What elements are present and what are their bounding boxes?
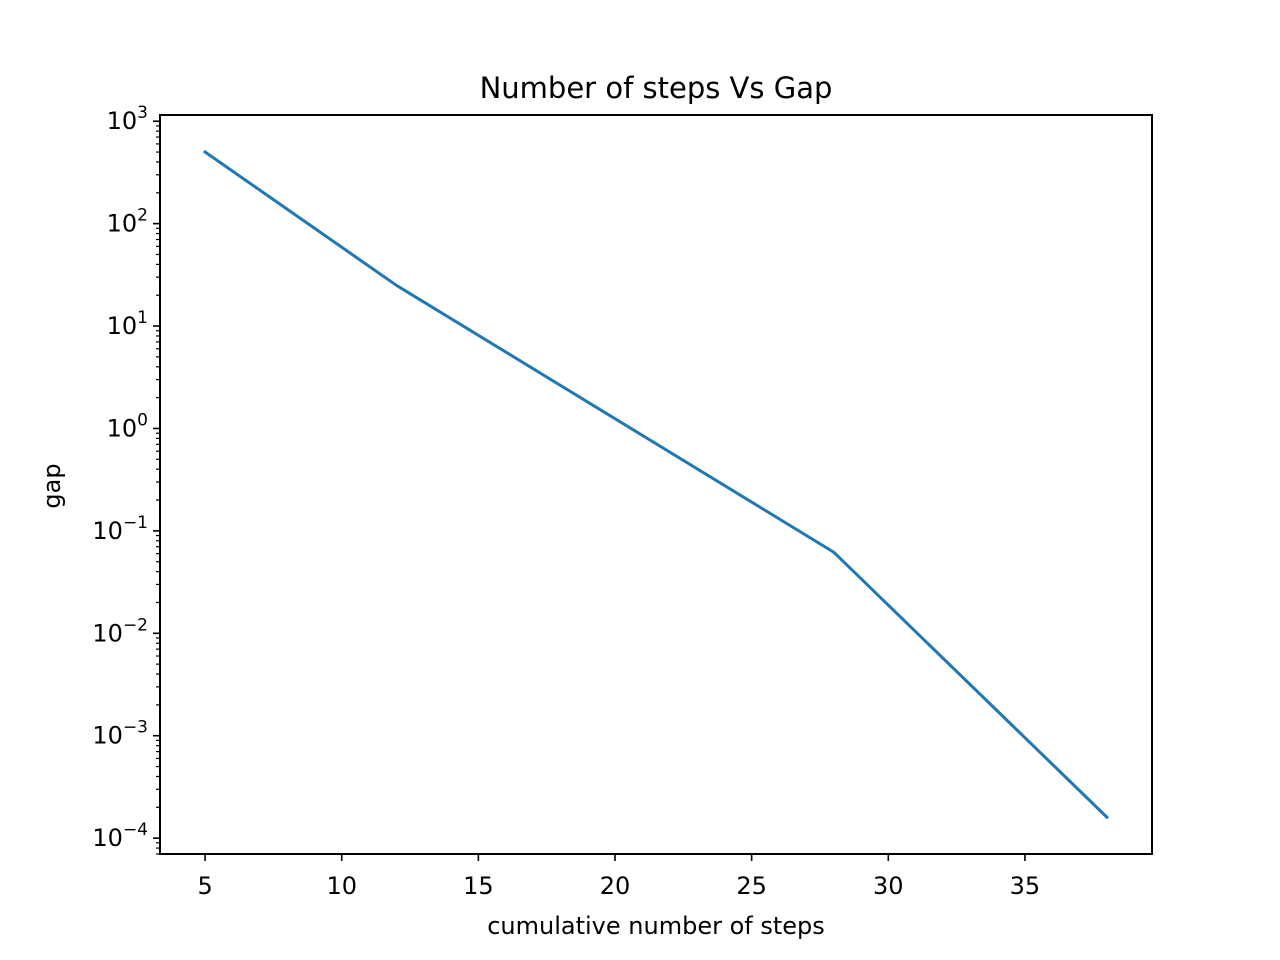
- x-axis-label: cumulative number of steps: [487, 912, 825, 940]
- x-tick-label: 5: [197, 872, 212, 900]
- y-axis-label: gap: [38, 463, 66, 508]
- x-tick-label: 10: [326, 872, 357, 900]
- series-line-0: [203, 149, 1110, 820]
- x-tick-label: 20: [600, 872, 631, 900]
- chart-title: Number of steps Vs Gap: [480, 71, 833, 105]
- x-tick-label: 35: [1010, 872, 1041, 900]
- x-axis: 5 10 15 20 25 30 35: [197, 854, 1040, 900]
- y-tick-label: 10−1: [92, 513, 148, 545]
- y-tick-label: 100: [107, 410, 148, 442]
- y-tick-label: 103: [107, 103, 148, 135]
- y-tick-label: 10−3: [92, 718, 148, 750]
- y-tick-label: 10−4: [92, 820, 148, 852]
- y-axis: 10−4 10−3 10−2 10−1 100 101 102 103: [92, 103, 160, 855]
- x-tick-label: 15: [463, 872, 494, 900]
- y-tick-label: 102: [107, 206, 148, 238]
- plot-area: [159, 114, 1153, 855]
- x-tick-label: 25: [736, 872, 767, 900]
- y-tick-label: 10−2: [92, 615, 148, 647]
- x-tick-label: 30: [873, 872, 904, 900]
- axes-frame: [159, 114, 1153, 855]
- y-tick-label: 101: [107, 308, 148, 340]
